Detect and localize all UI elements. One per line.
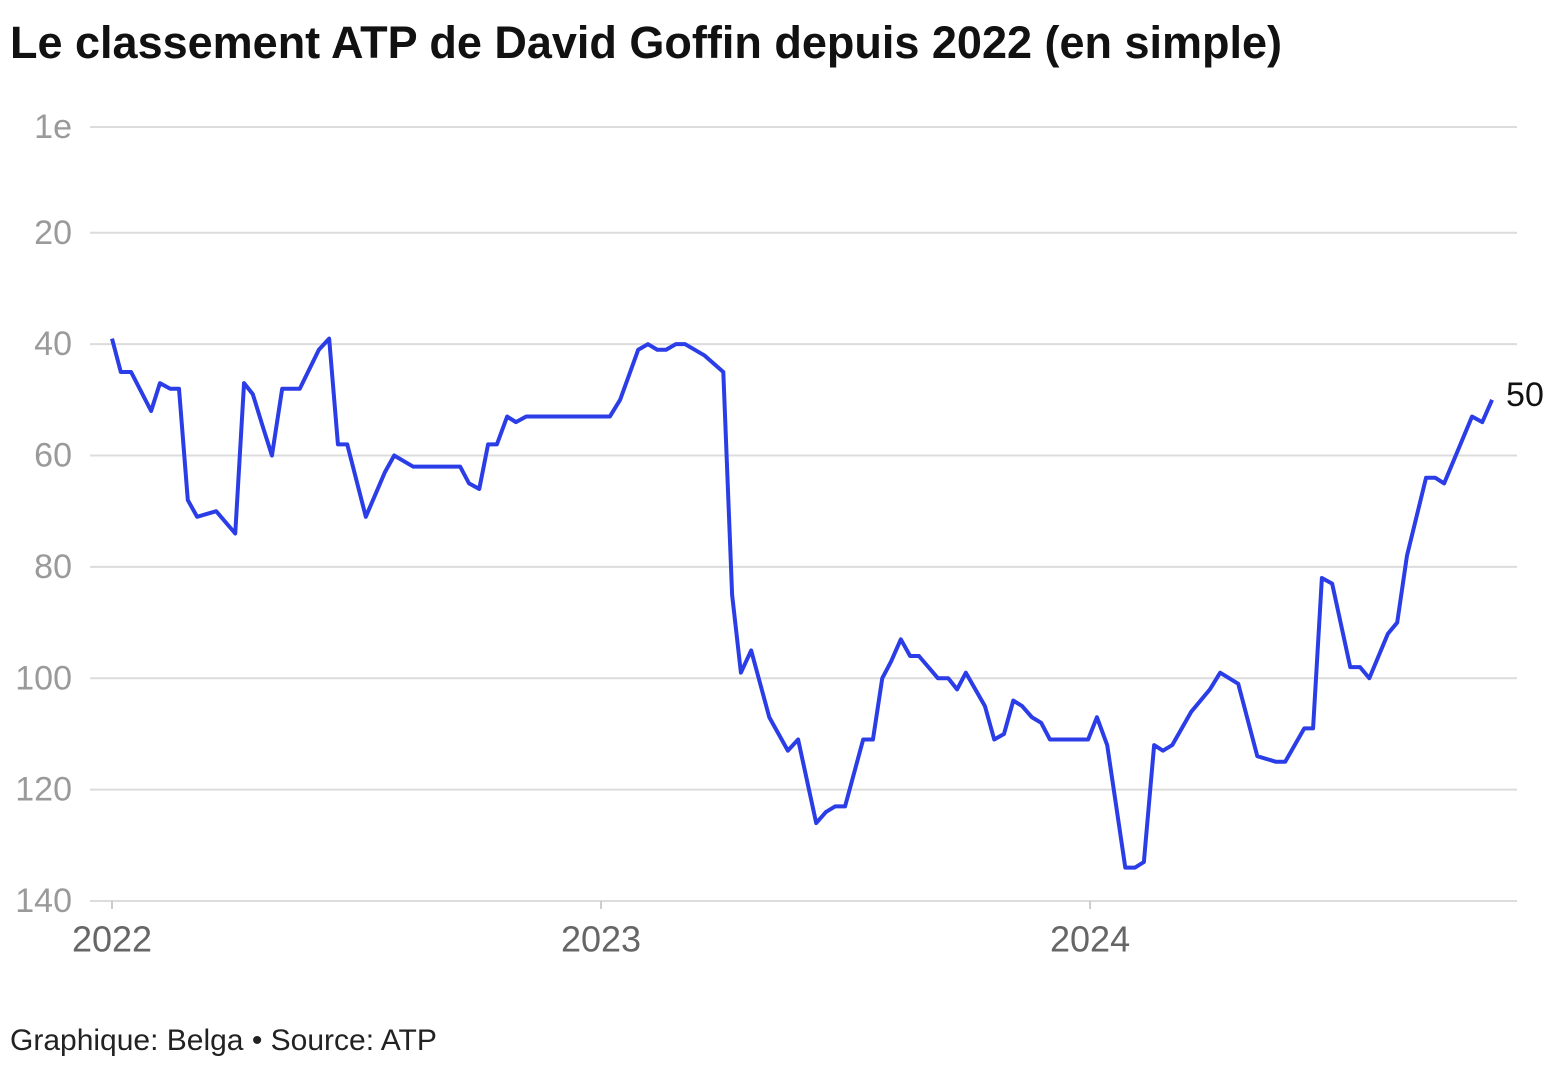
x-tick-label: 2023 bbox=[561, 919, 641, 960]
chart-title: Le classement ATP de David Goffin depuis… bbox=[10, 17, 1282, 68]
y-tick-label: 120 bbox=[15, 771, 72, 809]
y-tick-label: 40 bbox=[34, 325, 72, 363]
end-label: 50 bbox=[1506, 376, 1544, 414]
y-tick-label: 140 bbox=[15, 882, 72, 920]
y-tick-label: 60 bbox=[34, 437, 72, 475]
y-tick-label: 100 bbox=[15, 659, 72, 697]
source: Graphique: Belga • Source: ATP bbox=[10, 1024, 437, 1057]
x-tick-label: 2024 bbox=[1050, 919, 1130, 960]
y-tick-label: 1e bbox=[34, 108, 72, 146]
y-tick-label: 80 bbox=[34, 548, 72, 586]
y-tick-label: 20 bbox=[34, 214, 72, 252]
line bbox=[110, 336, 1494, 870]
x-tick-label: 2022 bbox=[72, 919, 152, 960]
